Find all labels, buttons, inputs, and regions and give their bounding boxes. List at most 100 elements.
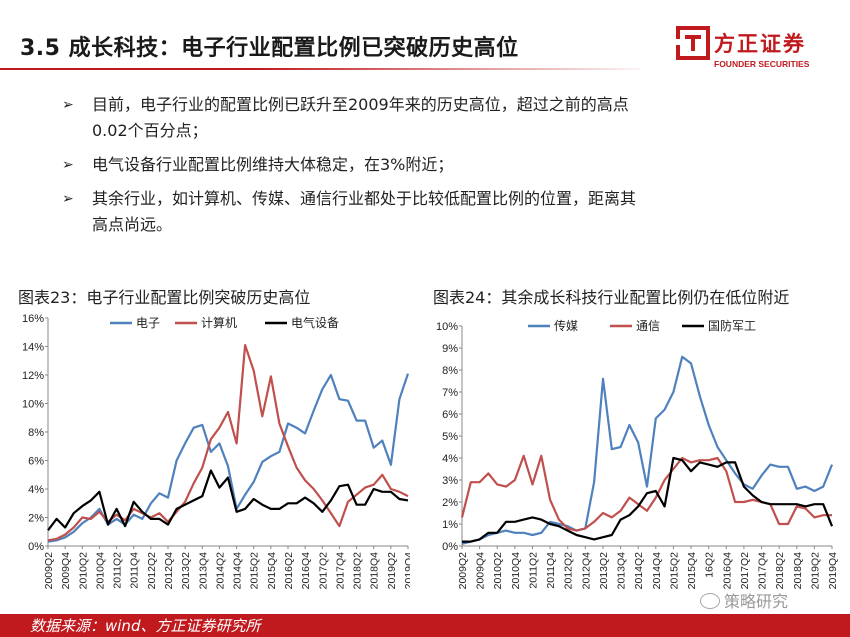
bullet-text-continued: 0.02个百分点；	[92, 121, 208, 140]
y-tick-label: 3%	[442, 475, 458, 487]
x-tick-label: 2017Q2	[739, 552, 751, 590]
bullet-arrow-icon: ➢	[62, 191, 74, 207]
bullet-arrow-icon: ➢	[62, 157, 74, 173]
x-tick-label: 2012Q4	[580, 552, 592, 590]
x-tick-label: 2013Q4	[616, 552, 628, 590]
y-tick-label: 9%	[442, 343, 458, 355]
bullet-arrow-icon: ➢	[62, 97, 74, 113]
electronics-allocation-chart: 0% 2% 4% 6% 8% 10% 12% 14% 16% 2009Q2 2009Q4 2010Q2…	[22, 313, 410, 590]
x-tick-label: 2010Q4	[94, 552, 106, 590]
y-tick-label: 16%	[22, 313, 44, 325]
x-tick-label: 2010Q4	[510, 552, 522, 590]
x-tick-label: 2017Q4	[334, 552, 346, 590]
series-line-计算机	[47, 343, 409, 542]
x-tick-label: 2015Q4	[686, 552, 698, 590]
watermark-text: 策略研究	[724, 592, 789, 611]
x-tick-label: 2011Q2	[112, 552, 124, 589]
x-tick-label: 2017Q2	[317, 552, 329, 590]
logo-chinese-name: 方正证券	[714, 32, 806, 56]
x-tick-label: 2016Q4	[721, 552, 733, 590]
bullet-item: ➢ 电气设备行业配置比例维持大体稳定，在3%附近；	[62, 152, 752, 178]
footer-bar: 数据来源：wind、方正证券研究所	[0, 614, 850, 637]
bullet-list: ➢ 目前，电子行业的配置比例已跃升至2009年来的历史高位，超过之前的高点 0.…	[62, 92, 752, 246]
wechat-icon	[700, 593, 720, 609]
bullet-text-continued: 高点尚远。	[92, 215, 173, 234]
x-tick-label: 2013Q2	[598, 552, 610, 590]
legend-label: 传媒	[554, 318, 578, 333]
legend-label: 国防军工	[708, 318, 756, 333]
wechat-watermark: 策略研究	[700, 588, 788, 612]
y-tick-label: 10%	[22, 399, 44, 411]
x-tick-label: 2015Q4	[266, 552, 278, 590]
x-tick-label: 2010Q2	[77, 552, 89, 590]
x-tick-label: 2012Q2	[146, 552, 158, 590]
x-tick-label: 2009Q2	[457, 552, 469, 590]
x-tick-label: 2014Q2	[214, 552, 226, 590]
chart-title-24: 图表24：其余成长科技行业配置比例仍在低位附近	[433, 288, 790, 307]
title-underline	[0, 68, 640, 70]
x-tick-label: 2009Q4	[60, 552, 72, 590]
y-tick-label: 1%	[442, 519, 458, 531]
series-line-国防军工	[462, 456, 834, 543]
x-tick-label: 16Q2	[704, 552, 716, 578]
bullet-item: ➢ 目前，电子行业的配置比例已跃升至2009年来的历史高位，超过之前的高点 0.…	[62, 92, 752, 144]
chart-title-23: 图表23：电子行业配置比例突破历史高位	[18, 288, 311, 307]
x-tick-label: 2010Q2	[492, 552, 504, 590]
x-tick-label: 2019Q2	[809, 552, 821, 590]
x-tick-label: 2015Q2	[249, 552, 261, 590]
y-tick-label: 8%	[28, 427, 44, 439]
y-tick-label: 6%	[28, 456, 44, 468]
y-tick-label: 8%	[442, 365, 458, 377]
bullet-text: 电气设备行业配置比例维持大体稳定，在3%附近；	[92, 155, 454, 174]
x-tick-label: 2012Q2	[563, 552, 575, 590]
x-tick-label: 2017Q4	[757, 552, 769, 590]
bullet-item: ➢ 其余行业，如计算机、传媒、通信行业都处于比较低配置比例的位置，距离其 高点尚…	[62, 186, 752, 238]
x-tick-label: 2014Q4	[651, 552, 663, 590]
x-tick-label: 2011Q4	[129, 552, 141, 589]
bullet-text: 其余行业，如计算机、传媒、通信行业都处于比较低配置比例的位置，距离其	[92, 189, 637, 208]
series-line-传媒	[461, 355, 834, 545]
other-tech-allocation-chart: 0% 1% 2% 3% 4% 5% 6% 7% 8% 9% 10% 2009Q2 2009Q4 2010Q…	[436, 318, 839, 590]
x-tick-label: 2016Q4	[300, 552, 312, 590]
series-line-电气设备	[47, 469, 409, 531]
y-tick-label: 0%	[28, 541, 44, 553]
x-tick-label: 2018Q4	[369, 552, 381, 590]
x-tick-label: 2012Q4	[163, 552, 175, 590]
y-tick-label: 4%	[28, 484, 44, 496]
y-tick-label: 2%	[442, 497, 458, 509]
y-tick-label: 2%	[28, 513, 44, 525]
legend-label: 电子	[136, 316, 160, 330]
y-tick-label: 6%	[442, 409, 458, 421]
bullet-text: 目前，电子行业的配置比例已跃升至2009年来的历史高位，超过之前的高点	[92, 95, 629, 114]
y-tick-label: 5%	[442, 431, 458, 443]
x-tick-label: 2019Q4	[403, 552, 410, 590]
x-tick-label: 2011Q4	[545, 552, 557, 589]
x-tick-label: 2016Q2	[283, 552, 295, 590]
x-tick-label: 2018Q4	[792, 552, 804, 590]
y-tick-label: 7%	[442, 387, 458, 399]
x-tick-label: 2011Q2	[527, 552, 539, 589]
data-source: 数据来源：wind、方正证券研究所	[30, 617, 261, 635]
legend-label: 电气设备	[291, 315, 339, 330]
x-tick-label: 2013Q2	[180, 552, 192, 590]
y-tick-label: 10%	[436, 321, 458, 333]
x-tick-label: 2014Q2	[633, 552, 645, 590]
x-tick-label: 2015Q2	[668, 552, 680, 590]
x-tick-label: 2019Q4	[827, 552, 839, 590]
x-tick-label: 2009Q2	[43, 552, 55, 590]
legend-label: 计算机	[201, 315, 237, 330]
x-tick-label: 2014Q4	[232, 552, 244, 590]
y-tick-label: 14%	[22, 342, 44, 354]
legend-label: 通信	[636, 319, 660, 333]
x-tick-label: 2018Q2	[774, 552, 786, 590]
founder-logo-icon	[676, 26, 710, 60]
y-tick-label: 0%	[442, 541, 458, 553]
y-tick-label: 4%	[442, 453, 458, 465]
y-tick-label: 12%	[22, 370, 44, 382]
x-tick-label: 2009Q4	[475, 552, 487, 590]
logo-english-name: FOUNDER SECURITIES	[714, 59, 810, 69]
founder-securities-logo: 方正证券 FOUNDER SECURITIES	[676, 26, 836, 76]
page-title: 3.5 成长科技：电子行业配置比例已突破历史高位	[20, 36, 519, 61]
x-tick-label: 2018Q2	[352, 552, 364, 590]
x-tick-label: 2013Q4	[197, 552, 209, 590]
